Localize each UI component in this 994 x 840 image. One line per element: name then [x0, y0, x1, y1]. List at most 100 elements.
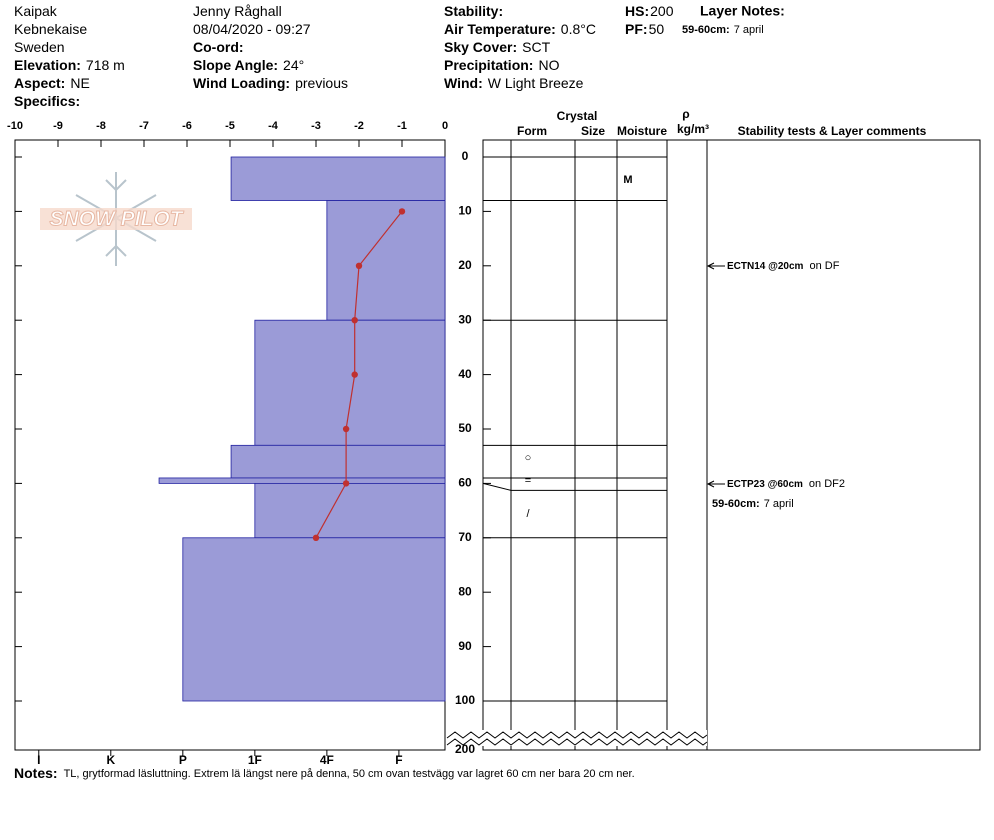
column-header: Crystal — [557, 109, 598, 123]
y-tick-label: 50 — [458, 421, 472, 435]
comment-arrow — [706, 480, 725, 488]
stability-comment: ECTP23 @60cm on DF2 — [727, 478, 845, 490]
x-tick-label: F — [395, 753, 402, 767]
field-label: Sky Cover: — [444, 39, 517, 55]
notes: Notes: TL, grytformad läsluttning. Extrem… — [14, 765, 635, 781]
header-field: Co-ord: — [193, 39, 244, 55]
header-field: PF:50 — [625, 21, 664, 37]
temperature-point — [398, 208, 406, 215]
temperature-point — [342, 425, 350, 433]
header-field: Sweden — [14, 39, 65, 55]
y-tick-label: 20 — [458, 258, 472, 272]
x-tick-label: -5 — [225, 120, 235, 132]
y-tick-label: 90 — [458, 639, 472, 653]
column-header: kg/m³ — [677, 122, 709, 136]
y-tick-label: 100 — [455, 693, 475, 707]
field-label: Stability: — [444, 3, 503, 19]
y-tick-label: 70 — [458, 530, 472, 544]
y-tick-label: 0 — [462, 149, 469, 163]
layer-note-depth: 59-60cm: — [682, 24, 730, 36]
field-value: 718 m — [86, 57, 125, 73]
field-value: previous — [295, 75, 348, 91]
y-tick-label: 30 — [458, 312, 472, 326]
header-field: Precipitation: NO — [444, 57, 560, 73]
field-value: Sweden — [14, 39, 65, 55]
layer-connector — [482, 482, 512, 491]
header-field: Specifics: — [14, 93, 80, 109]
header-field: Kaipak — [14, 3, 58, 19]
header-field: Kebnekaise — [14, 21, 87, 37]
field-value: 08/04/2020 - 09:27 — [193, 21, 311, 37]
header-field: Wind: W Light Breeze — [444, 75, 584, 91]
hardness-bar — [230, 444, 446, 479]
x-tick-label: -4 — [268, 120, 279, 132]
y-tick-label: 60 — [458, 476, 472, 490]
field-value: NE — [70, 75, 89, 91]
hardness-bar — [326, 200, 446, 321]
header-field: Air Temperature: 0.8°C — [444, 21, 596, 37]
header-field: Stability: — [444, 3, 503, 19]
field-value: Kaipak — [14, 3, 58, 19]
field-label: Aspect: — [14, 75, 65, 91]
hardness-bar — [230, 156, 446, 201]
column-header: Form — [517, 124, 547, 138]
hardness-bar — [182, 537, 446, 702]
field-label: Specifics: — [14, 93, 80, 109]
column-header: Size — [581, 124, 605, 138]
hardness-bar — [254, 319, 446, 446]
layer-notes-title: Layer Notes: — [700, 3, 785, 19]
hardness-bar — [158, 477, 446, 484]
x-tick-label: -10 — [7, 120, 23, 132]
comment-arrow — [706, 262, 725, 270]
header-field: Jenny Råghall — [193, 3, 282, 19]
y-tick-label: 10 — [458, 204, 472, 218]
field-label: Precipitation: — [444, 57, 533, 73]
column-header: Stability tests & Layer comments — [738, 124, 927, 138]
stability-test: ECTP23 @60cm — [727, 479, 803, 490]
hardness-bar — [254, 482, 446, 539]
stability-test: ECTN14 @20cm — [727, 261, 804, 272]
temperature-point — [351, 317, 358, 324]
field-value: 200 — [650, 3, 674, 19]
field-value: SCT — [522, 39, 550, 55]
header-field: Slope Angle: 24° — [193, 57, 304, 73]
notes-label: Notes: — [14, 765, 58, 781]
field-label: Slope Angle: — [193, 57, 278, 73]
layer-comment: 59-60cm: 7 april — [712, 498, 794, 510]
x-tick-label: 0 — [442, 120, 448, 132]
grain-symbol: = — [525, 475, 531, 487]
y-break-label: 200 — [455, 742, 475, 756]
grain-symbol: M — [623, 174, 632, 186]
field-label: Co-ord: — [193, 39, 244, 55]
layer-comment-depth: 59-60cm: — [712, 498, 760, 510]
column-header: Moisture — [617, 124, 667, 138]
column-header: ρ — [682, 107, 689, 121]
x-tick-label: -9 — [53, 120, 63, 132]
field-label: PF: — [625, 21, 648, 37]
field-value: 50 — [649, 21, 665, 37]
logo-text: SNOW PILOT — [50, 208, 185, 231]
x-tick-label: 1F — [248, 753, 262, 767]
x-tick-label: K — [106, 753, 115, 767]
field-value: 0.8°C — [561, 21, 596, 37]
field-value: NO — [538, 57, 559, 73]
header-field: Elevation: 718 m — [14, 57, 125, 73]
logo: SNOW PILOT — [40, 172, 192, 266]
temperature-point — [342, 480, 350, 487]
field-value: Jenny Råghall — [193, 3, 282, 19]
header-field: Wind Loading: previous — [193, 75, 348, 91]
temperature-point — [312, 534, 320, 541]
axis-break — [446, 730, 708, 746]
x-tick-label: -3 — [311, 120, 321, 132]
field-label: Air Temperature: — [444, 21, 556, 37]
x-tick-label: I — [37, 753, 40, 767]
field-label: Wind Loading: — [193, 75, 290, 91]
field-label: HS: — [625, 3, 649, 19]
field-label: Wind: — [444, 75, 483, 91]
x-tick-label: 4F — [320, 753, 334, 767]
field-label: Elevation: — [14, 57, 81, 73]
layer-comment-text: 7 april — [764, 498, 794, 510]
layer-note: 59-60cm: 7 april — [682, 24, 764, 36]
temperature-point — [355, 262, 363, 269]
header-field: Aspect: NE — [14, 75, 90, 91]
